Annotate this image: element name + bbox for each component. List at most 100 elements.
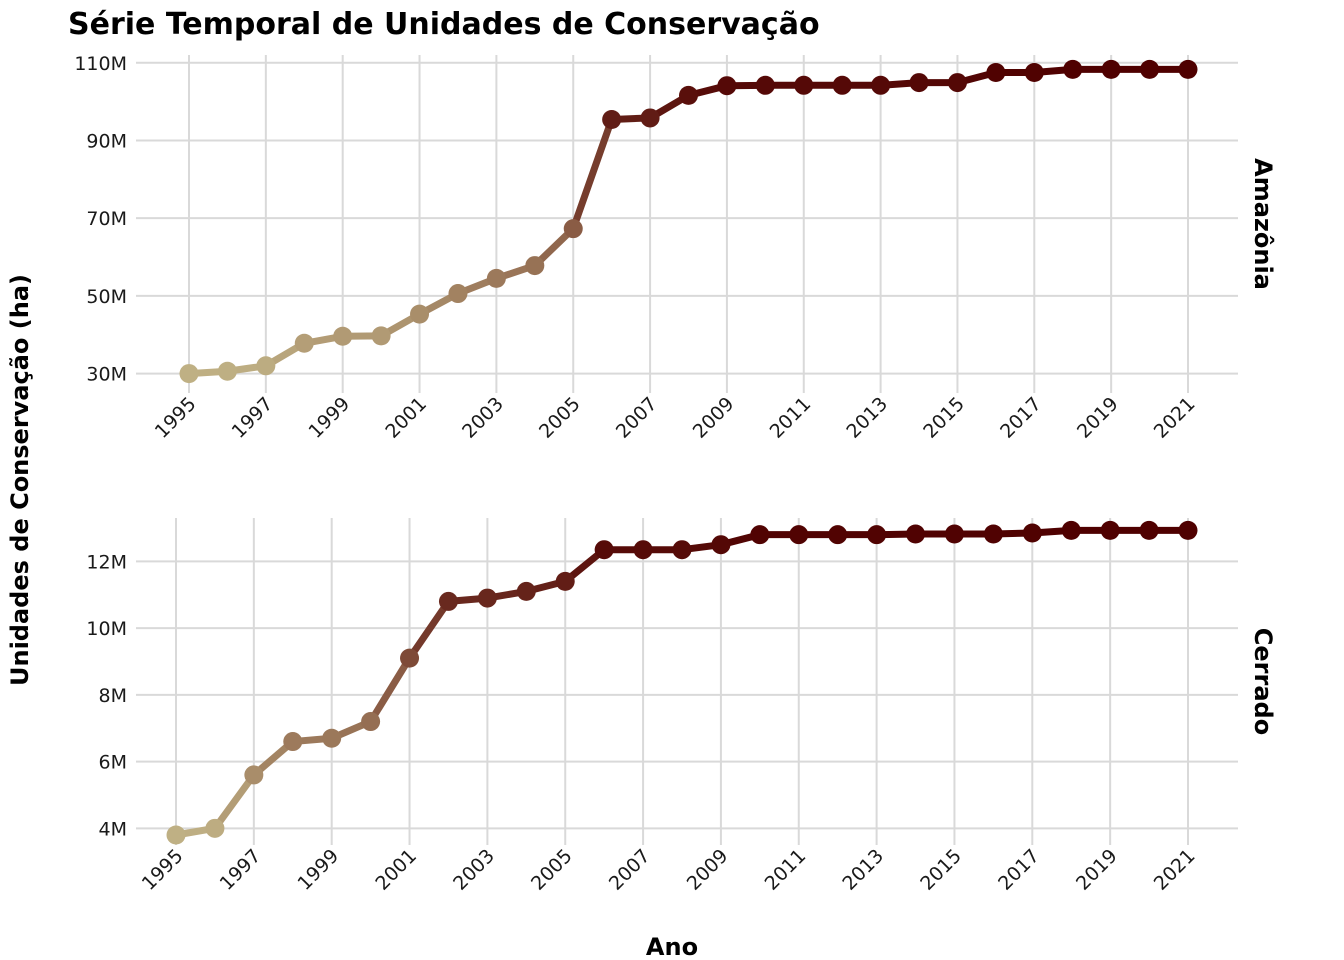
- x-tick-label: 1997: [216, 845, 266, 895]
- x-tick-label: 2017: [994, 845, 1044, 895]
- x-tick-label: 2015: [919, 393, 969, 443]
- y-tick-label: 30M: [86, 364, 127, 386]
- data-point: [717, 76, 737, 96]
- facet-label: Cerrado: [1249, 628, 1277, 735]
- series-line-segment: [211, 771, 258, 832]
- x-tick-label: 1999: [304, 393, 354, 443]
- data-point: [871, 75, 891, 95]
- data-point: [179, 364, 199, 384]
- x-tick-label: 2005: [535, 393, 585, 443]
- x-tick-label: 2021: [1150, 845, 1200, 895]
- data-point: [672, 540, 692, 560]
- data-point: [755, 75, 775, 95]
- x-tick-label: 2011: [766, 393, 816, 443]
- data-point: [750, 525, 770, 545]
- data-point: [361, 712, 381, 732]
- data-point: [166, 825, 186, 845]
- x-tick-label: 2021: [1150, 393, 1200, 443]
- x-tick-label: 2005: [527, 845, 577, 895]
- data-point: [371, 326, 391, 346]
- x-tick-label: 2003: [458, 393, 508, 443]
- data-point: [832, 75, 852, 95]
- x-tick-label: 2019: [1073, 393, 1123, 443]
- facet-label: Amazônia: [1249, 158, 1277, 290]
- y-tick-label: 8M: [99, 685, 127, 707]
- data-point: [983, 524, 1003, 544]
- y-tick-label: 90M: [86, 130, 127, 152]
- y-tick-label: 4M: [99, 818, 127, 840]
- chart-title: Série Temporal de Unidades de Conservaçã…: [68, 7, 820, 42]
- x-tick-label: 2003: [449, 845, 499, 895]
- panel-cerrado: 4M 6M 8M 10M 12M 1995 1997 1999 2001 2003 2005 2007…: [86, 518, 1277, 895]
- data-point: [867, 525, 887, 545]
- series-line-segment: [569, 115, 616, 233]
- data-point: [1100, 520, 1120, 540]
- data-point: [947, 73, 967, 93]
- data-point: [322, 728, 342, 748]
- x-tick-label: 2011: [761, 845, 811, 895]
- data-point: [410, 304, 430, 324]
- x-tick-label: 2013: [838, 845, 888, 895]
- y-tick-label: 12M: [86, 551, 127, 573]
- data-point: [563, 219, 583, 239]
- y-tick-label: 50M: [86, 286, 127, 308]
- data-point: [438, 591, 458, 611]
- data-point: [333, 326, 353, 346]
- x-tick-label: 1995: [151, 393, 201, 443]
- data-point: [477, 588, 497, 608]
- data-point: [525, 256, 545, 276]
- x-tick-label: 1999: [293, 845, 343, 895]
- data-point: [711, 535, 731, 555]
- data-point: [906, 524, 926, 544]
- data-point: [1139, 520, 1159, 540]
- y-tick-label: 10M: [86, 618, 127, 640]
- data-point: [256, 356, 276, 376]
- data-point: [516, 581, 536, 601]
- x-tick-label: 1997: [228, 393, 278, 443]
- data-point: [640, 108, 660, 128]
- y-tick-label: 6M: [99, 752, 127, 774]
- data-point: [1140, 59, 1160, 79]
- series-line-segment: [367, 654, 414, 726]
- data-point: [794, 75, 814, 95]
- x-tick-label: 2009: [683, 845, 733, 895]
- data-point: [244, 765, 264, 785]
- data-point: [1063, 59, 1083, 79]
- data-point: [1178, 520, 1198, 540]
- x-tick-label: 2001: [371, 845, 421, 895]
- data-point: [594, 540, 614, 560]
- data-point: [400, 648, 420, 668]
- data-point: [633, 540, 653, 560]
- data-point: [944, 524, 964, 544]
- x-tick-label: 2007: [605, 845, 655, 895]
- data-point: [1024, 62, 1044, 82]
- data-point: [828, 525, 848, 545]
- data-point: [1061, 520, 1081, 540]
- x-tick-label: 2001: [381, 393, 431, 443]
- x-tick-label: 2015: [916, 845, 966, 895]
- data-point: [986, 62, 1006, 82]
- y-tick-label: 110M: [74, 53, 127, 75]
- panel-amazonia: 30M 50M 70M 90M 110M 1995 1997 1999 2001 2003 2005…: [74, 53, 1277, 443]
- x-tick-label: 2013: [842, 393, 892, 443]
- data-point: [1101, 59, 1121, 79]
- data-point: [789, 525, 809, 545]
- x-tick-label: 2009: [689, 393, 739, 443]
- data-point: [294, 333, 314, 353]
- y-axis-title: Unidades de Conservação (ha): [6, 274, 34, 686]
- series-line-segment: [406, 597, 452, 662]
- data-point: [205, 818, 225, 838]
- data-point: [1022, 523, 1042, 543]
- data-point: [486, 268, 506, 288]
- data-point: [679, 85, 698, 105]
- data-point: [448, 284, 468, 304]
- x-tick-label: 2017: [996, 393, 1046, 443]
- data-point: [909, 73, 929, 93]
- y-tick-label: 70M: [86, 208, 127, 230]
- data-point: [283, 732, 303, 752]
- x-tick-label: 2007: [612, 393, 662, 443]
- x-axis-title: Ano: [646, 933, 698, 960]
- x-tick-label: 1995: [138, 845, 188, 895]
- data-point: [1178, 59, 1198, 79]
